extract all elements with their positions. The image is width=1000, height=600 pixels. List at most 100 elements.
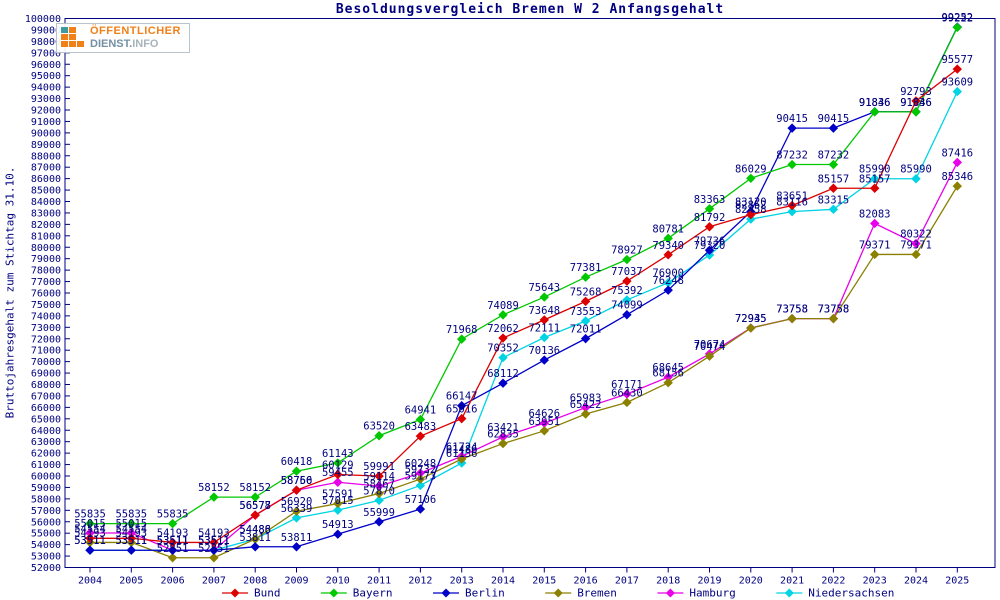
- value-label-bremen: 57591: [322, 489, 354, 501]
- value-label-niedersachsen: 53511: [74, 535, 106, 547]
- value-label-berlin: 72011: [570, 324, 602, 336]
- y-tick-label: 71000: [31, 346, 61, 357]
- value-label-bund: 54193: [157, 527, 189, 539]
- value-label-bremen: 85346: [941, 171, 973, 183]
- y-tick-label: 54000: [31, 540, 61, 551]
- value-label-bremen: 65422: [570, 399, 602, 411]
- data-point-bremen: [333, 498, 343, 509]
- value-label-bayern: 55835: [157, 509, 189, 521]
- value-label-hamburg: 68645: [652, 362, 684, 374]
- data-point-bremen: [704, 351, 715, 361]
- data-point-bremen: [663, 378, 673, 388]
- data-point-bund: [167, 537, 178, 548]
- data-point-hamburg: [580, 402, 591, 413]
- value-label-bayern: 61143: [322, 448, 354, 460]
- value-label-bund: 63483: [405, 421, 437, 433]
- value-label-bund: 65016: [446, 404, 478, 416]
- value-label-hamburg: 82083: [859, 208, 891, 220]
- data-point-bund: [209, 537, 219, 548]
- value-label-bayern: 55835: [115, 509, 147, 521]
- value-label-niedersachsen: 72111: [528, 322, 560, 334]
- data-point-bayern: [291, 466, 302, 476]
- data-point-berlin: [704, 245, 715, 255]
- value-label-bund: 73648: [528, 305, 560, 317]
- data-point-niedersachsen: [828, 204, 839, 215]
- data-point-berlin: [539, 355, 550, 365]
- value-label-niedersachsen: 93609: [941, 77, 973, 89]
- y-tick-label: 89000: [31, 140, 61, 151]
- data-point-bremen: [291, 506, 302, 516]
- value-label-bund: 85157: [859, 173, 891, 185]
- series-line-bayern: [90, 27, 958, 525]
- value-label-berlin: 76248: [652, 275, 684, 287]
- y-tick-label: 74000: [31, 311, 61, 322]
- value-label-bayern: 91836: [859, 97, 891, 109]
- value-label-bremen: 56920: [281, 496, 313, 508]
- x-tick-label: 2017: [615, 576, 639, 587]
- data-point-hamburg: [498, 432, 508, 442]
- value-label-hamburg: 60248: [405, 458, 437, 470]
- logo-text-line2a: DIENST.: [90, 38, 133, 50]
- legend-marker-niedersachsen: [784, 588, 794, 598]
- data-point-berlin: [663, 285, 673, 295]
- value-label-berlin: 83120: [735, 197, 767, 209]
- value-label-bund: 83651: [776, 190, 808, 202]
- data-point-bund: [622, 276, 632, 286]
- value-label-berlin: 54913: [322, 519, 354, 531]
- value-label-hamburg: 80322: [900, 229, 932, 241]
- y-tick-label: 97000: [31, 48, 61, 59]
- value-label-bund: 82852: [735, 200, 767, 212]
- data-point-berlin: [85, 545, 95, 555]
- value-label-niedersachsen: 59173: [405, 470, 437, 482]
- y-tick-label: 73000: [31, 323, 61, 334]
- data-point-bayern: [828, 159, 839, 170]
- y-tick-label: 53000: [31, 552, 61, 563]
- value-label-bayern: 80781: [652, 223, 684, 235]
- data-point-berlin: [167, 545, 178, 555]
- data-point-bremen: [415, 474, 426, 484]
- data-point-bremen: [828, 313, 839, 324]
- value-label-bremen: 66430: [611, 387, 643, 399]
- y-tick-label: 61000: [31, 460, 61, 471]
- value-label-bund: 59991: [363, 461, 395, 473]
- y-tick-label: 52000: [31, 563, 61, 574]
- y-tick-label: 64000: [31, 426, 61, 437]
- value-label-bremen: 63951: [528, 416, 560, 428]
- data-point-bremen: [952, 181, 963, 191]
- value-label-bund: 54193: [198, 527, 230, 539]
- data-point-bund: [746, 209, 756, 220]
- data-point-bund: [539, 315, 550, 325]
- data-point-berlin: [498, 378, 508, 388]
- data-point-bund: [498, 333, 508, 343]
- data-point-niedersachsen: [952, 86, 963, 97]
- value-label-bayern: 64941: [405, 404, 437, 416]
- legend-marker-berlin: [441, 588, 451, 598]
- value-label-bremen: 72935: [735, 313, 767, 325]
- data-point-bayern: [167, 518, 178, 529]
- value-label-berlin: 74099: [611, 300, 643, 312]
- value-label-niedersachsen: 56339: [281, 503, 313, 515]
- data-point-bund: [704, 222, 715, 232]
- value-label-bund: 75268: [570, 286, 602, 298]
- value-label-hamburg: 55015: [74, 518, 106, 530]
- data-point-bayern: [456, 334, 467, 344]
- value-label-niedersachsen: 83116: [776, 197, 808, 209]
- value-label-hamburg: 59455: [322, 467, 354, 479]
- data-point-bremen: [539, 426, 550, 436]
- x-tick-label: 2005: [119, 576, 143, 587]
- data-point-bayern: [250, 492, 260, 502]
- data-point-bayern: [746, 173, 756, 184]
- data-point-niedersachsen: [787, 206, 797, 217]
- data-point-bund: [126, 533, 137, 543]
- x-tick-label: 2024: [904, 576, 928, 587]
- data-point-berlin: [291, 542, 302, 552]
- data-point-bund: [580, 296, 591, 307]
- value-label-bund: 56577: [239, 500, 271, 512]
- data-point-bund: [663, 250, 673, 260]
- data-point-berlin: [622, 310, 632, 320]
- data-point-berlin: [374, 517, 384, 527]
- data-point-bund: [787, 200, 797, 211]
- value-label-bund: 85157: [818, 173, 850, 185]
- x-tick-label: 2010: [326, 576, 350, 587]
